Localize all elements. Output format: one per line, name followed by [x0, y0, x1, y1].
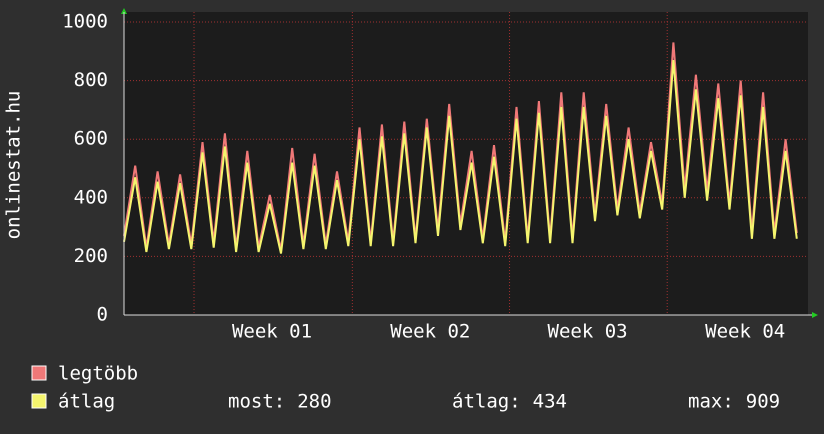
- legend-swatch: [31, 393, 47, 409]
- y-arrow: [121, 8, 127, 14]
- legend-swatch: [31, 365, 47, 381]
- stat-label: átlag:: [452, 391, 521, 413]
- y-tick-label: 200: [74, 245, 108, 267]
- y-tick-label: 0: [97, 304, 108, 326]
- y-tick-label: 600: [74, 128, 108, 150]
- y-axis-label: onlinestat.hu: [3, 91, 25, 240]
- stat-value: 434: [533, 391, 567, 413]
- y-tick-label: 400: [74, 186, 108, 208]
- x-tick-label: Week 04: [705, 321, 785, 343]
- y-tick-label: 1000: [62, 11, 108, 33]
- legend-label: legtöbb: [58, 363, 138, 385]
- stat-value: 280: [297, 391, 331, 413]
- series-line: [123, 60, 798, 254]
- stat-value: 909: [746, 391, 780, 413]
- legend-label: átlag: [58, 391, 115, 413]
- x-arrow: [812, 312, 818, 318]
- stat-label: max:: [688, 391, 734, 413]
- x-tick-label: Week 01: [232, 321, 312, 343]
- stat-label: most:: [228, 391, 285, 413]
- y-tick-label: 800: [74, 69, 108, 91]
- x-tick-label: Week 03: [548, 321, 628, 343]
- plot-area: [124, 12, 808, 315]
- x-tick-label: Week 02: [390, 321, 470, 343]
